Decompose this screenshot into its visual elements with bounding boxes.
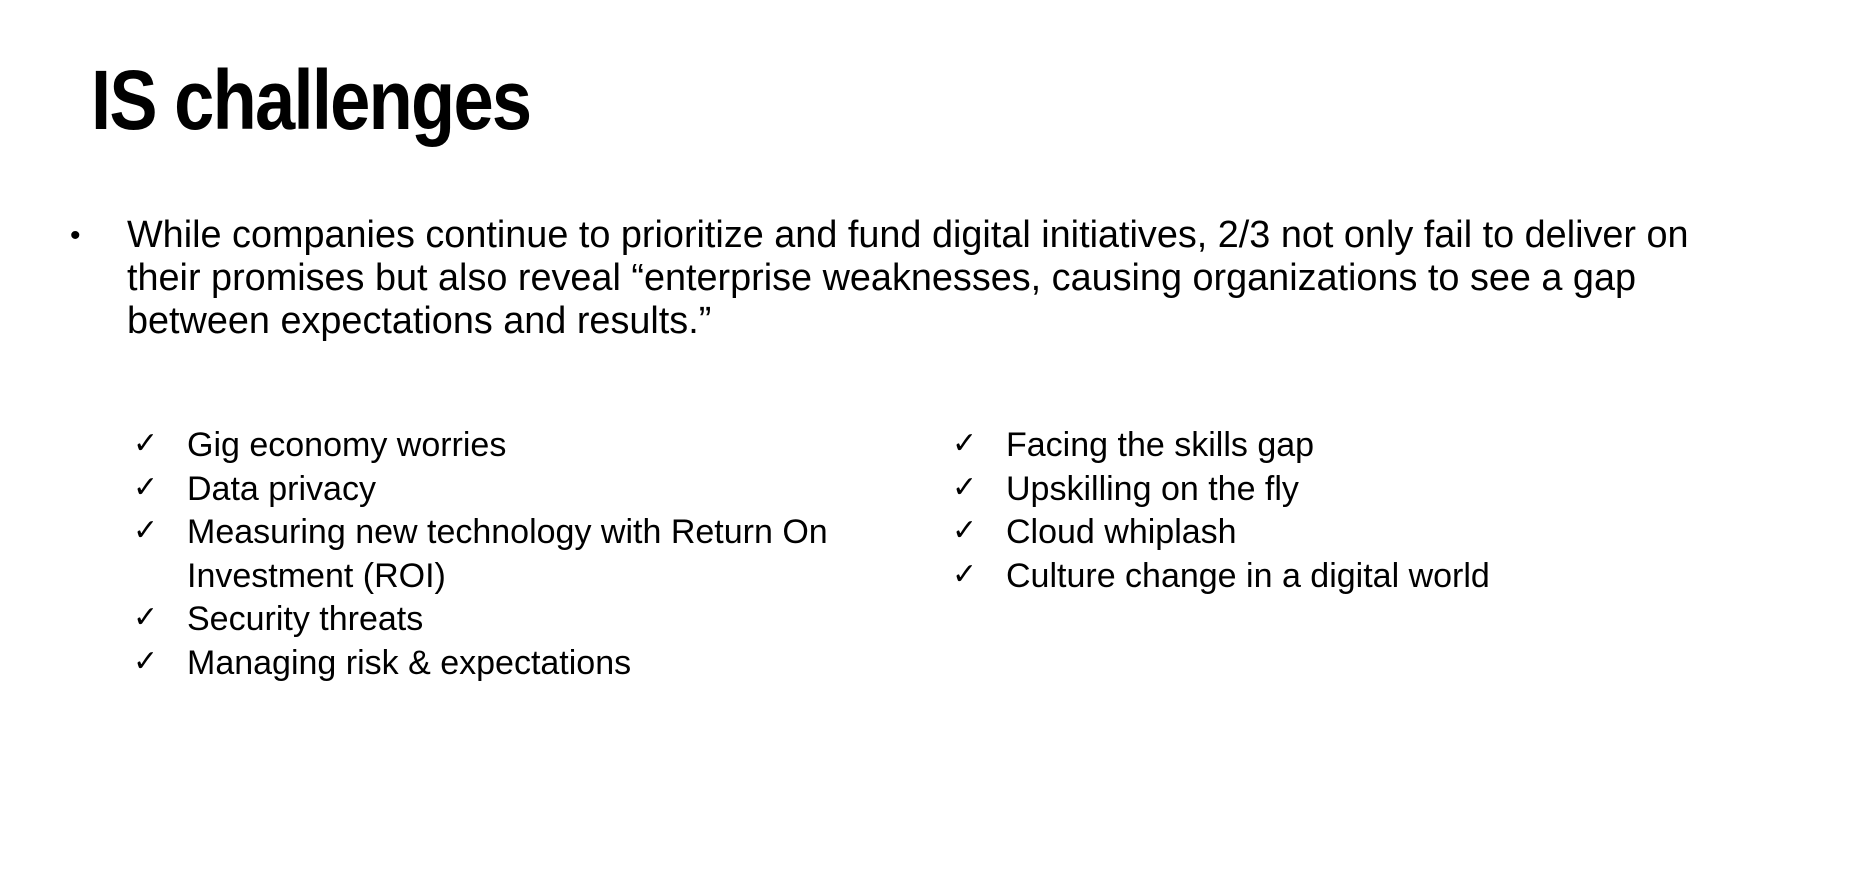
list-item-label: Culture change in a digital world xyxy=(1006,556,1490,595)
bullet-marker: • xyxy=(70,219,81,252)
challenge-list-left: ✓ Gig economy worries ✓ Data privacy ✓ M… xyxy=(133,424,893,685)
list-item: ✓ Gig economy worries xyxy=(133,424,893,468)
list-item: ✓ Managing risk & expectations xyxy=(133,642,893,686)
main-bullet: • While companies continue to prioritize… xyxy=(70,214,1770,343)
list-item-label: Upskilling on the fly xyxy=(1006,469,1299,508)
main-bullet-text: While companies continue to prioritize a… xyxy=(127,214,1689,342)
checkmark-icon: ✓ xyxy=(952,426,978,461)
list-item-label: Gig economy worries xyxy=(187,426,507,464)
checkmark-icon: ✓ xyxy=(952,556,978,592)
slide-title: IS challenges xyxy=(91,53,532,147)
checkmark-icon: ✓ xyxy=(133,643,159,679)
list-item: ✓ Facing the skills gap xyxy=(952,424,1712,468)
checkmark-icon: ✓ xyxy=(133,513,159,548)
checkmark-icon: ✓ xyxy=(133,469,159,505)
challenge-list-right: ✓ Facing the skills gap ✓ Upskilling on … xyxy=(952,424,1712,598)
checkmark-icon: ✓ xyxy=(952,513,978,548)
list-item-label: Security threats xyxy=(187,600,424,638)
list-item: ✓ Data privacy xyxy=(133,468,893,512)
checkmark-icon: ✓ xyxy=(952,469,978,505)
checkmark-icon: ✓ xyxy=(133,426,159,461)
list-item-label: Managing risk & expectations xyxy=(187,643,632,682)
list-item-label: Facing the skills gap xyxy=(1006,426,1315,464)
list-item-label: Measuring new technology with Return On … xyxy=(187,513,828,595)
list-item: ✓ Cloud whiplash xyxy=(952,511,1712,555)
checkmark-icon: ✓ xyxy=(133,600,159,635)
list-item: ✓ Measuring new technology with Return O… xyxy=(133,511,893,598)
list-item: ✓ Upskilling on the fly xyxy=(952,468,1712,512)
list-item-label: Data privacy xyxy=(187,469,376,508)
list-item: ✓ Culture change in a digital world xyxy=(952,555,1712,599)
list-item-label: Cloud whiplash xyxy=(1006,513,1237,551)
list-item: ✓ Security threats xyxy=(133,598,893,642)
